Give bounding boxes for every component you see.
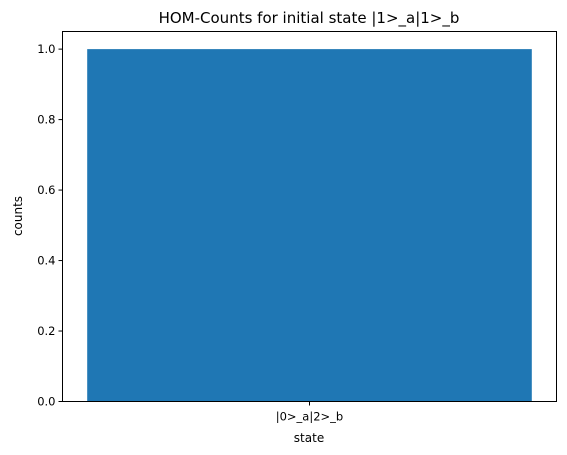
x-tick-label: |0>_a|2>_b — [276, 410, 344, 424]
chart-title: HOM-Counts for initial state |1>_a|1>_b — [159, 9, 460, 28]
bars-group — [87, 49, 532, 402]
x-axis-label: state — [294, 431, 324, 445]
x-axis-ticks: |0>_a|2>_b — [276, 401, 344, 424]
bar — [87, 49, 532, 402]
y-tick-label: 0.6 — [37, 183, 55, 197]
y-tick-label: 0.4 — [37, 254, 55, 268]
y-tick-label: 0.2 — [37, 324, 55, 338]
y-axis-label: counts — [11, 196, 25, 236]
plot-frame — [62, 31, 557, 402]
y-tick-label: 1.0 — [37, 42, 55, 56]
y-tick-label: 0.8 — [37, 113, 55, 127]
y-tick-label: 0.0 — [37, 395, 55, 409]
y-axis-ticks: 0.0 0.2 0.4 0.6 0.8 1.0 — [37, 42, 63, 409]
